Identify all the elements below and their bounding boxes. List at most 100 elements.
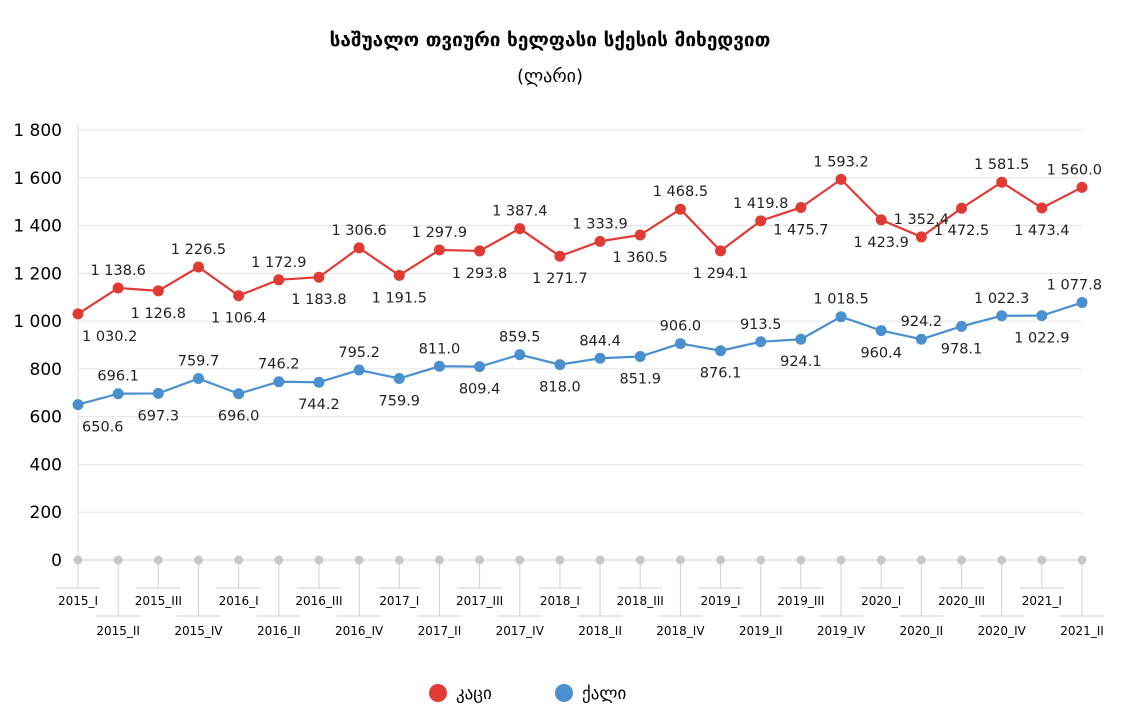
x-tick-label: 2019_III (777, 594, 824, 608)
data-point (474, 361, 486, 373)
x-tick-label: 2017_III (456, 594, 503, 608)
legend-marker (429, 684, 447, 702)
x-tick-label: 2015_II (96, 624, 140, 638)
data-label: 1 581.5 (974, 157, 1029, 173)
grid-layer (78, 129, 1082, 561)
x-axis-marker (916, 555, 926, 565)
data-label: 746.2 (258, 357, 300, 373)
data-label: 1 022.3 (974, 291, 1029, 307)
data-point (353, 364, 365, 376)
y-tick-label: 800 (30, 360, 62, 380)
data-label-layer: 1 030.2 1 138.6 1 126.8 1 226.5 1 106.4 1 172… (82, 154, 1102, 435)
data-point (192, 261, 204, 273)
data-label: 809.4 (459, 382, 501, 398)
x-tick-label: 2019_IV (817, 624, 866, 638)
data-label: 818.0 (539, 380, 581, 396)
data-label: 1 294.1 (693, 266, 748, 282)
x-axis-marker (756, 555, 766, 565)
x-tick-label: 2020_II (900, 624, 944, 638)
x-axis-marker (234, 555, 244, 565)
data-label: 906.0 (660, 319, 702, 335)
series-line-2 (77, 301, 1083, 406)
data-label: 759.7 (178, 354, 220, 370)
x-axis-marker (876, 555, 886, 565)
x-axis-marker (193, 555, 203, 565)
data-label: 1 030.2 (82, 329, 137, 345)
axis-layer: 0 200 400 600 800 1 000 1 200 1 400 1 600 1 800 20… (13, 121, 1104, 638)
data-label: 1 360.5 (613, 250, 668, 266)
data-label: 1 271.7 (532, 271, 587, 287)
x-tick-label: 2015_I (58, 594, 98, 608)
data-label: 1 387.4 (492, 204, 547, 220)
chart-title: საშუალო თვიური ხელფასი სქესის მიხედვით (330, 29, 771, 51)
data-point (72, 308, 84, 320)
x-axis-marker (515, 555, 525, 565)
x-tick-label: 2017_IV (496, 624, 545, 638)
x-tick-label: 2019_II (739, 624, 783, 638)
x-tick-label: 2020_III (938, 594, 985, 608)
x-axis-marker (555, 555, 565, 565)
data-label: 1 172.9 (251, 255, 306, 271)
x-axis-marker (354, 555, 364, 565)
data-label: 1 183.8 (291, 292, 346, 308)
data-label: 1 077.8 (1047, 278, 1102, 294)
x-tick-label: 2021_II (1060, 624, 1104, 638)
data-label: 1 468.5 (653, 184, 708, 200)
data-point (835, 311, 847, 323)
data-label: 1 472.5 (934, 223, 989, 239)
x-tick-label: 2020_I (861, 594, 901, 608)
x-tick-label: 2018_III (617, 594, 664, 608)
x-tick-label: 2016_IV (335, 624, 384, 638)
data-label: 696.1 (97, 369, 139, 385)
data-point (715, 245, 727, 257)
x-axis-marker (434, 555, 444, 565)
data-label: 1 106.4 (211, 311, 266, 327)
data-point (996, 176, 1008, 188)
data-point (956, 202, 968, 214)
data-point (433, 360, 445, 372)
data-point (875, 214, 887, 226)
y-tick-label: 1 800 (13, 121, 62, 141)
data-point (514, 349, 526, 361)
data-label: 851.9 (619, 371, 661, 387)
data-point (313, 376, 325, 388)
x-tick-label: 2020_IV (978, 624, 1027, 638)
data-point (755, 215, 767, 227)
data-point (795, 333, 807, 345)
data-label: 696.0 (218, 409, 260, 425)
data-point (313, 271, 325, 283)
data-label: 744.2 (298, 397, 340, 413)
data-label: 876.1 (700, 366, 742, 382)
data-label: 1 191.5 (372, 290, 427, 306)
data-point (112, 282, 124, 294)
x-axis-marker (595, 555, 605, 565)
x-axis-marker (314, 555, 324, 565)
data-point (112, 388, 124, 400)
data-label: 924.1 (780, 354, 822, 370)
chart-subtitle: (ლარი) (517, 66, 583, 87)
data-label: 1 293.8 (452, 266, 507, 282)
data-point (393, 372, 405, 384)
data-point (1076, 297, 1088, 309)
data-point (755, 336, 767, 348)
x-axis-marker (635, 555, 645, 565)
data-point (875, 325, 887, 337)
data-label: 811.0 (419, 341, 461, 357)
data-point (1076, 181, 1088, 193)
x-tick-label: 2017_I (379, 594, 419, 608)
data-point (715, 345, 727, 357)
data-point (1036, 310, 1048, 322)
y-tick-label: 1 600 (13, 169, 62, 189)
data-point (915, 333, 927, 345)
data-point (554, 359, 566, 371)
data-label: 759.9 (379, 393, 421, 409)
data-point (273, 376, 285, 388)
data-point (956, 320, 968, 332)
y-tick-label: 600 (30, 408, 62, 428)
data-label: 1 126.8 (131, 306, 186, 322)
data-point (1036, 202, 1048, 214)
y-tick-label: 1 400 (13, 217, 62, 237)
data-point (353, 242, 365, 254)
